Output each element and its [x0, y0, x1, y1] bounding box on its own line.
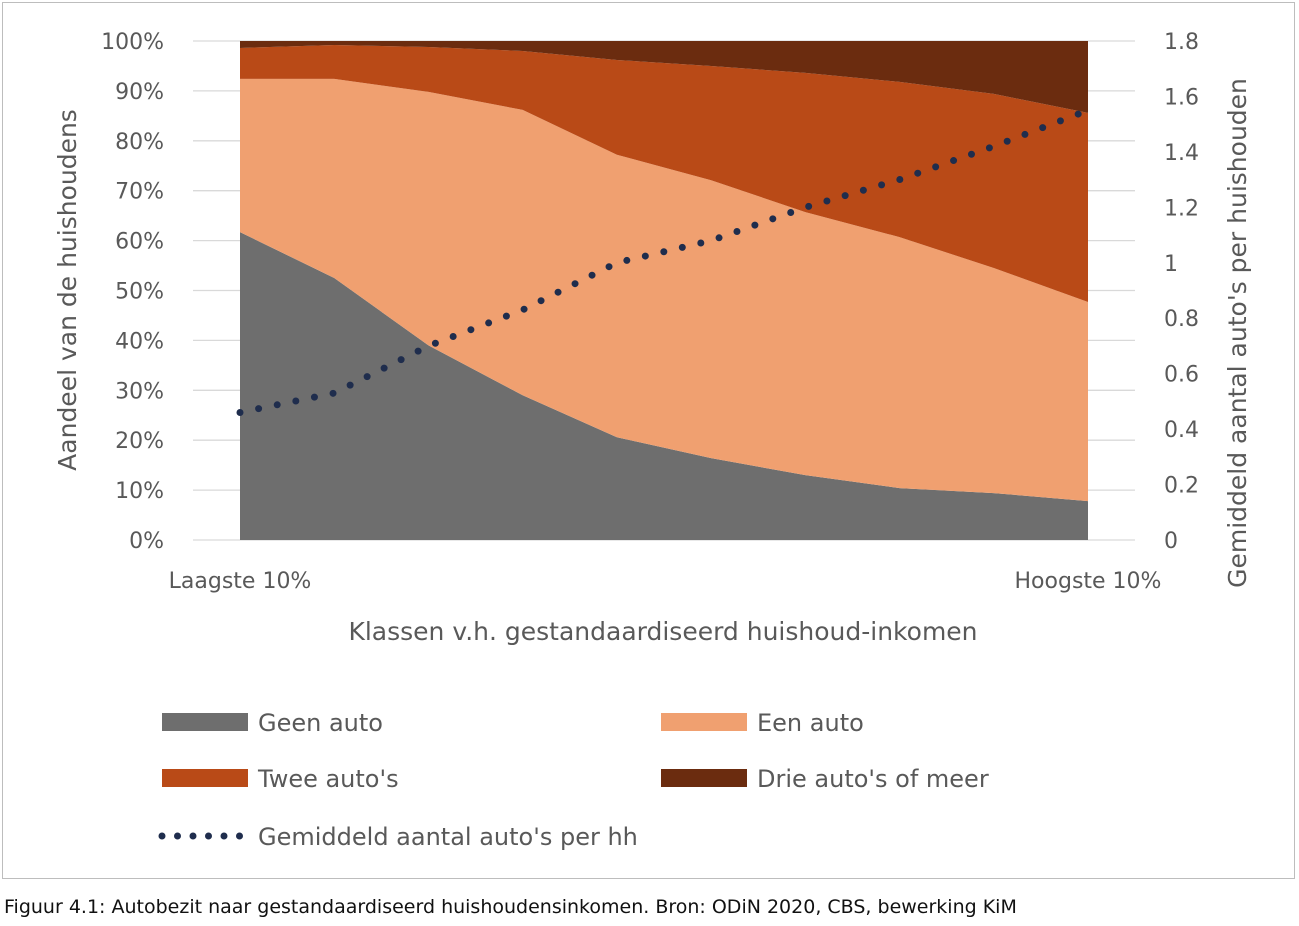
stacked-areas: [240, 41, 1088, 540]
y-tick-label: 70%: [115, 180, 164, 205]
legend-label: Gemiddeld aantal auto's per hh: [258, 823, 638, 851]
area-geen-auto: [240, 232, 1088, 540]
y2-tick-label: 0.2: [1164, 474, 1199, 499]
area-een-auto: [240, 78, 1088, 502]
y-tick-label: 60%: [115, 230, 164, 255]
x-tick-label: Laagste 10%: [169, 569, 312, 594]
y2-axis-ticks: 0 0.2 0.4 0.6 0.8 1 1.2 1.4 1.6 1.8: [1164, 30, 1199, 554]
y-tick-label: 80%: [115, 130, 164, 155]
y2-tick-label: 0: [1164, 529, 1178, 554]
y2-axis-label: Gemiddeld aantal auto's per huishouden: [1223, 78, 1252, 588]
x-tick-label: Hoogste 10%: [1015, 569, 1162, 594]
y2-tick-label: 1.2: [1164, 196, 1199, 221]
legend-label: Twee auto's: [257, 765, 399, 793]
legend-item: Gemiddeld aantal auto's per hh: [158, 823, 638, 851]
legend-item: Drie auto's of meer: [661, 765, 989, 793]
y2-tick-label: 0.8: [1164, 307, 1199, 332]
legend-label: Geen auto: [258, 709, 383, 737]
y2-tick-label: 0.4: [1164, 418, 1199, 443]
legend-item: Een auto: [661, 709, 864, 737]
y2-tick-label: 0.6: [1164, 363, 1199, 388]
legend: Geen auto Een auto Twee auto's Drie auto's …: [158, 709, 989, 851]
y-tick-label: 0%: [129, 529, 164, 554]
y-tick-label: 90%: [115, 80, 164, 105]
chart-frame: [2, 2, 1295, 879]
y-tick-label: 30%: [115, 379, 164, 404]
y-axis-label: Aandeel van de huishoudens: [53, 109, 82, 471]
y2-tick-label: 1.6: [1164, 85, 1199, 110]
legend-item: Twee auto's: [162, 765, 399, 793]
figure-caption: Figuur 4.1: Autobezit naar gestandaardis…: [4, 896, 1017, 918]
legend-swatch: [661, 769, 747, 787]
y-tick-label: 100%: [101, 30, 164, 55]
y2-tick-label: 1.8: [1164, 30, 1199, 55]
legend-label: Drie auto's of meer: [757, 765, 989, 793]
y-tick-label: 10%: [115, 479, 164, 504]
y2-tick-label: 1.4: [1164, 141, 1199, 166]
y-tick-label: 40%: [115, 329, 164, 354]
legend-swatch: [661, 713, 747, 731]
y2-tick-label: 1: [1164, 252, 1178, 277]
line-average-cars: [236, 106, 1092, 416]
legend-swatch: [162, 713, 248, 731]
legend-item: Geen auto: [162, 709, 383, 737]
y-tick-label: 20%: [115, 429, 164, 454]
y-tick-label: 50%: [115, 280, 164, 305]
legend-label: Een auto: [757, 709, 864, 737]
x-axis-label: Klassen v.h. gestandaardiseerd huishoud-…: [348, 617, 977, 646]
area-drie-auto-s-of-meer: [240, 41, 1088, 113]
area-twee-auto-s: [240, 44, 1088, 302]
y-axis-ticks: 0% 10% 20% 30% 40% 50% 60% 70% 80% 90% 100%: [101, 30, 164, 554]
legend-swatch: [162, 769, 248, 787]
x-axis-ticks: Laagste 10% Hoogste 10%: [169, 569, 1162, 594]
average-line: [236, 106, 1092, 416]
